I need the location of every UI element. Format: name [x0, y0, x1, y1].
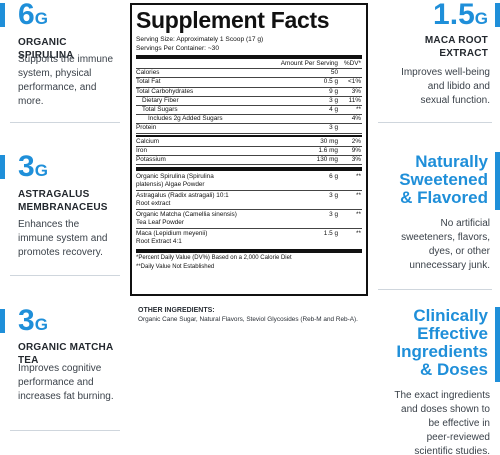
thick-rule [136, 55, 362, 59]
accent-bar [0, 3, 5, 27]
facts-row: Total Sugars 4 g ** [136, 106, 362, 116]
ingredient-row: Astragalus (Radix astragali) 10:1 Root ex… [136, 191, 362, 211]
serving-size: Serving Size: Approximately 1 Scoop (17 … [136, 36, 264, 43]
ingredient-row: Organic Matcha (Camellia sinensis) Tea Le… [136, 210, 362, 230]
naturally-sweetened-description: No artificial sweeteners, flavors, dyes, o… [401, 218, 490, 271]
maca-label: MACA ROOT EXTRACT [424, 35, 488, 59]
thick-rule [136, 167, 362, 172]
clinically-effective-headline: Clinically Effective Ingredients & Doses [396, 306, 488, 379]
astragalus-description: Enhances the immune system and promotes re… [18, 219, 108, 258]
accent-bar [0, 155, 5, 179]
matcha-amount: 3G [18, 304, 48, 337]
divider [378, 122, 492, 123]
matcha-description: Improves cognitive performance and increas… [18, 363, 114, 402]
ingredient-row: Maca (Lepidium meyenii) Root Extract 4:1 … [136, 230, 361, 246]
spirulina-label: ORGANIC SPIRULINA [18, 37, 74, 61]
astragalus-label: ASTRAGALUS MEMBRANACEUS [18, 189, 108, 213]
other-ingredients-text: Organic Cane Sugar, Natural Flavors, Ste… [138, 316, 358, 323]
spirulina-amount: 6G [18, 0, 48, 31]
naturally-sweetened-headline: Naturally Sweetened & Flavored [399, 152, 488, 207]
other-ingredients: OTHER INGREDIENTS: Organic Cane Sugar, N… [138, 306, 363, 324]
servings-per-container: Servings Per Container: ~30 [136, 45, 220, 52]
facts-row: Iron 1.6 mg 9% [136, 147, 362, 157]
ingredient-row: Organic Spirulina (Spirulina platensis) A… [136, 172, 362, 192]
dv-footnote: *Percent Daily Value (DV%) Based on a 2,… [136, 255, 292, 262]
matcha-label: ORGANIC MATCHA TEA [18, 342, 114, 366]
medium-rule [136, 134, 362, 137]
divider [10, 275, 120, 276]
left-column: 6G ORGANIC SPIRULINA Supports the immune… [0, 0, 125, 455]
clinically-effective-description: The exact ingredients and doses shown to b… [394, 390, 490, 455]
facts-row: Potassium 130 mg 3% [136, 156, 362, 166]
dv-not-established-footnote: **Daily Value Not Established [136, 264, 215, 271]
supplement-facts-panel: Supplement Facts Serving Size: Approxima… [130, 3, 368, 296]
thick-rule [136, 249, 362, 254]
divider [10, 122, 120, 123]
facts-row: Total Fat 0.5 g <1% [136, 78, 362, 88]
amount-header: Amount Per Serving [280, 60, 338, 67]
dv-header: %DV* [343, 60, 361, 67]
facts-row: Total Carbohydrates 9 g 3% [136, 88, 362, 97]
facts-row: Dietary Fiber 3 g 11% [136, 97, 362, 107]
spirulina-description: Supports the immune system, physical perfo… [18, 54, 114, 107]
other-ingredients-heading: OTHER INGREDIENTS: [138, 307, 215, 314]
maca-description: Improves well-being and libido and sexual … [401, 67, 490, 106]
accent-bar [495, 152, 500, 210]
divider [378, 289, 492, 290]
facts-title: Supplement Facts [136, 7, 330, 33]
facts-row: Calories 50 [136, 69, 362, 79]
astragalus-amount: 3G [18, 150, 48, 183]
accent-bar [495, 307, 500, 382]
right-column: 1.5G MACA ROOT EXTRACT Improves well-bein… [370, 0, 500, 455]
facts-header-row: Amount Per Serving %DV* [136, 60, 362, 70]
divider [10, 430, 120, 431]
accent-bar [0, 309, 5, 333]
accent-bar [495, 3, 500, 27]
facts-row: Includes 2g Added Sugars 4% [136, 115, 362, 125]
facts-row: Protein 3 g [136, 124, 362, 134]
facts-row: Calcium 30 mg 2% [136, 138, 362, 147]
maca-amount: 1.5G [433, 0, 488, 31]
